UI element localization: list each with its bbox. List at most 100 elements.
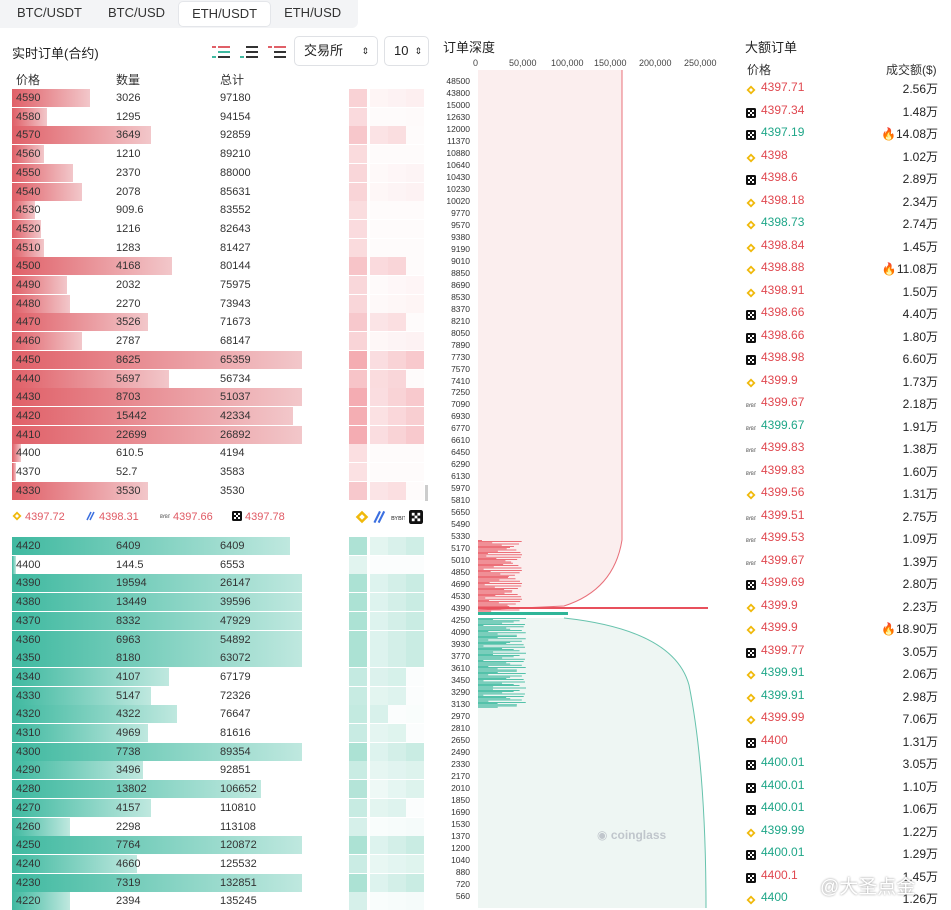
tab-btc-usd[interactable]: BTC/USD <box>108 5 166 20</box>
ask-row[interactable]: 4410 22699 26892 <box>12 425 302 444</box>
tab-eth-usd[interactable]: ETH/USD <box>284 5 342 20</box>
exchange-share-cell <box>370 89 388 107</box>
bid-row[interactable]: 4400 144.5 6553 <box>12 555 302 574</box>
ask-row[interactable]: 4420 15442 42334 <box>12 406 302 425</box>
large-order-row[interactable]: 4398.88 🔥11.08万 <box>745 257 945 279</box>
scrollbar[interactable] <box>425 485 428 501</box>
sort-asks-icon[interactable] <box>266 44 288 60</box>
ask-row[interactable]: 4520 1216 82643 <box>12 219 302 238</box>
large-order-row[interactable]: 4397.19 🔥14.08万 <box>745 122 945 144</box>
amount-value: 1.10万 <box>902 779 938 794</box>
ask-row[interactable]: 4400 610.5 4194 <box>12 444 302 463</box>
ask-row[interactable]: 4450 8625 65359 <box>12 350 302 369</box>
large-order-row[interactable]: 4399.56 1.31万 <box>745 482 945 504</box>
bid-row[interactable]: 4240 4660 125532 <box>12 854 302 873</box>
large-order-row[interactable]: 4398.18 2.34万 <box>745 190 945 212</box>
tab-btc-usdt[interactable]: BTC/USDT <box>17 5 82 20</box>
bid-row[interactable]: 4250 7764 120872 <box>12 836 302 855</box>
ask-row[interactable]: 4510 1283 81427 <box>12 238 302 257</box>
ask-row[interactable]: 4550 2370 88000 <box>12 163 302 182</box>
large-order-row[interactable]: BYBIT 4399.83 1.38万 <box>745 437 945 459</box>
large-order-amount: 1.39万 <box>903 553 938 570</box>
large-order-row[interactable]: 4400 1.26万 <box>745 887 945 909</box>
bid-row[interactable]: 4300 7738 89354 <box>12 742 302 761</box>
amount-value: 1.31万 <box>902 487 938 501</box>
sort-bids-icon[interactable] <box>238 44 260 60</box>
binance-icon <box>746 488 757 500</box>
total-cell: 120872 <box>220 839 257 852</box>
ask-row[interactable]: 4330 3530 3530 <box>12 481 302 500</box>
depth-price-label: 6930 <box>451 411 470 422</box>
bid-row[interactable]: 4280 13802 106652 <box>12 780 302 799</box>
ask-row[interactable]: 4560 1210 89210 <box>12 145 302 164</box>
large-order-row[interactable]: 4398.66 1.80万 <box>745 325 945 347</box>
large-order-row[interactable]: 4399.99 1.22万 <box>745 820 945 842</box>
ask-row[interactable]: 4530 909.6 83552 <box>12 201 302 220</box>
exchange-share-cell <box>406 817 424 836</box>
large-order-row[interactable]: BYBIT 4399.51 2.75万 <box>745 505 945 527</box>
bid-row[interactable]: 4330 5147 72326 <box>12 686 302 705</box>
large-order-row[interactable]: 4398 1.02万 <box>745 145 945 167</box>
bid-row[interactable]: 4290 3496 92851 <box>12 761 302 780</box>
large-order-price: 4399.9 <box>761 620 798 634</box>
ask-row[interactable]: 4540 2078 85631 <box>12 182 302 201</box>
ask-row[interactable]: 4590 3026 97180 <box>12 89 302 107</box>
ask-row[interactable]: 4500 4168 80144 <box>12 257 302 276</box>
bid-row[interactable]: 4420 6409 6409 <box>12 537 302 555</box>
step-select[interactable]: 10 ⇕ <box>384 36 429 66</box>
ask-row[interactable]: 4430 8703 51037 <box>12 388 302 407</box>
large-order-row[interactable]: 4400.01 1.29万 <box>745 842 945 864</box>
sort-mixed-icon[interactable] <box>210 44 232 60</box>
bid-row[interactable]: 4320 4322 76647 <box>12 705 302 724</box>
large-order-row[interactable]: 4400.01 3.05万 <box>745 752 945 774</box>
large-order-row[interactable]: 4400.1 1.45万 <box>745 865 945 887</box>
bid-row[interactable]: 4220 2394 135245 <box>12 892 302 910</box>
exchange-select[interactable]: 交易所 ⇕ <box>294 36 378 66</box>
large-order-row[interactable]: BYBIT 4399.53 1.09万 <box>745 527 945 549</box>
bid-row[interactable]: 4310 4969 81616 <box>12 724 302 742</box>
large-order-row[interactable]: 4398.91 1.50万 <box>745 280 945 302</box>
large-order-row[interactable]: 4399.9 2.23万 <box>745 595 945 617</box>
ask-row[interactable]: 4470 3526 71673 <box>12 313 302 332</box>
large-order-row[interactable]: 4399.91 2.98万 <box>745 685 945 707</box>
ask-row[interactable]: 4440 5697 56734 <box>12 369 302 388</box>
large-order-row[interactable]: BYBIT 4399.67 1.91万 <box>745 415 945 437</box>
large-order-row[interactable]: 4399.69 2.80万 <box>745 572 945 594</box>
large-order-row[interactable]: 4399.77 3.05万 <box>745 640 945 662</box>
ask-row[interactable]: 4460 2787 68147 <box>12 332 302 351</box>
ask-row[interactable]: 4580 1295 94154 <box>12 107 302 126</box>
svg-text:BYBIT: BYBIT <box>391 516 405 522</box>
bid-row[interactable]: 4270 4157 110810 <box>12 798 302 817</box>
depth-bar <box>12 126 152 145</box>
large-order-row[interactable]: 4398.98 6.60万 <box>745 347 945 369</box>
bid-row[interactable]: 4350 8180 63072 <box>12 649 302 668</box>
large-order-row[interactable]: 4400 1.31万 <box>745 730 945 752</box>
large-order-row[interactable]: 4398.84 1.45万 <box>745 235 945 257</box>
large-order-row[interactable]: 4397.34 1.48万 <box>745 100 945 122</box>
bid-row[interactable]: 4380 13449 39596 <box>12 593 302 612</box>
large-order-row[interactable]: 4399.99 7.06万 <box>745 707 945 729</box>
ask-row[interactable]: 4480 2270 73943 <box>12 294 302 313</box>
large-order-row[interactable]: 4398.6 2.89万 <box>745 167 945 189</box>
large-order-row[interactable]: 4397.71 2.56万 <box>745 77 945 99</box>
bid-row[interactable]: 4260 2298 113108 <box>12 817 302 836</box>
large-order-row[interactable]: 4398.73 2.74万 <box>745 212 945 234</box>
large-order-row[interactable]: 4399.9 🔥18.90万 <box>745 617 945 639</box>
ask-row[interactable]: 4370 52.7 3583 <box>12 463 302 481</box>
large-order-row[interactable]: 4400.01 1.06万 <box>745 797 945 819</box>
bid-row[interactable]: 4230 7319 132851 <box>12 873 302 892</box>
bid-row[interactable]: 4340 4107 67179 <box>12 667 302 686</box>
bid-row[interactable]: 4360 6963 54892 <box>12 630 302 649</box>
large-order-row[interactable]: BYBIT 4399.83 1.60万 <box>745 460 945 482</box>
large-order-row[interactable]: 4398.66 4.40万 <box>745 302 945 324</box>
ask-row[interactable]: 4570 3649 92859 <box>12 126 302 145</box>
large-order-row[interactable]: BYBIT 4399.67 1.39万 <box>745 550 945 572</box>
large-order-row[interactable]: 4400.01 1.10万 <box>745 775 945 797</box>
ask-row[interactable]: 4490 2032 75975 <box>12 276 302 294</box>
bid-row[interactable]: 4370 8332 47929 <box>12 611 302 630</box>
large-order-row[interactable]: 4399.9 1.73万 <box>745 370 945 392</box>
tab-eth-usdt[interactable]: ETH/USDT <box>178 1 272 27</box>
large-order-row[interactable]: BYBIT 4399.67 2.18万 <box>745 392 945 414</box>
large-order-row[interactable]: 4399.91 2.06万 <box>745 662 945 684</box>
bid-row[interactable]: 4390 19594 26147 <box>12 574 302 593</box>
